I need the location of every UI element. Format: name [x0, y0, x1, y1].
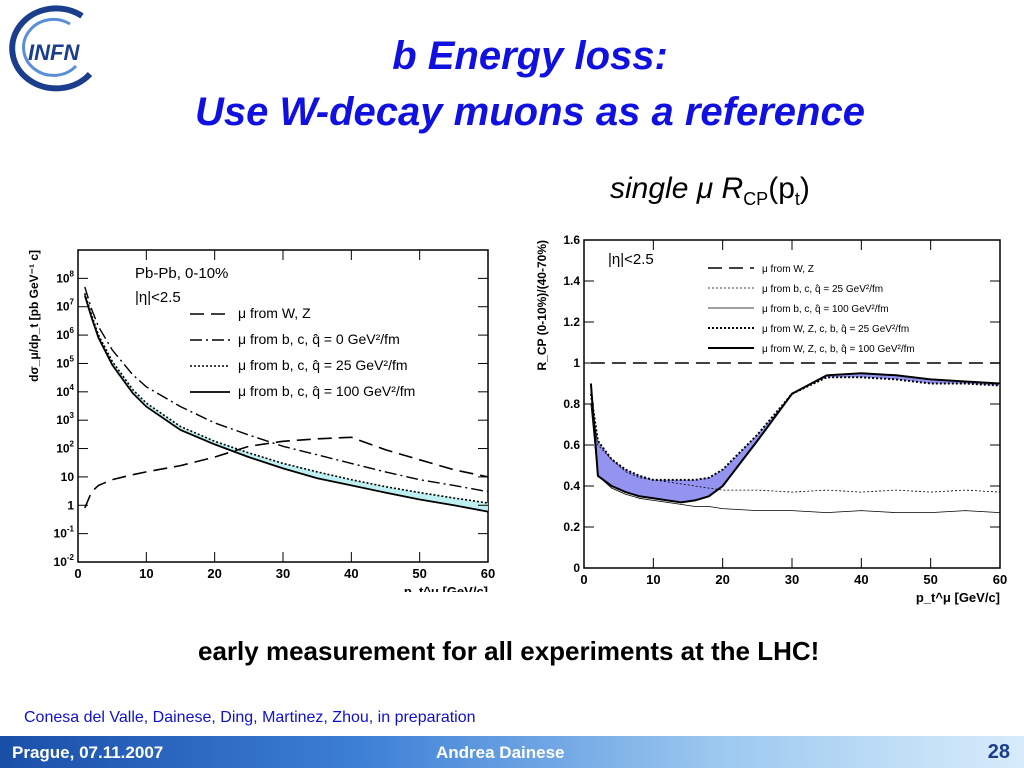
- subtitle-arg-sub: t: [794, 189, 800, 209]
- spectrum-chart: 0 10 20 30 40 50 60 10-2 10-1 1 10 102 103 104 105 106 1…: [27, 249, 495, 592]
- y-tick-label: 1.6: [563, 233, 580, 247]
- y-tick-label: 10-2: [54, 553, 75, 569]
- plot-annotation: |η|<2.5: [608, 251, 654, 268]
- series-line: [589, 372, 1001, 504]
- footer-author: Andrea Dainese: [436, 743, 565, 762]
- series-line: [84, 286, 489, 493]
- legend-entry: μ from b, c, q̂ = 100 GeV²/fm: [762, 303, 889, 315]
- x-tick-label: 10: [139, 566, 153, 581]
- x-axis-label: p_t^μ [GeV/c]: [916, 590, 1000, 605]
- plot-frame: [583, 239, 1001, 569]
- x-tick-label: 10: [646, 572, 660, 587]
- y-tick-label: 1.2: [563, 315, 580, 329]
- series-line: [84, 436, 489, 509]
- legend-entry: μ from W, Z, c, b, q̂ = 100 GeV²/fm: [762, 343, 915, 355]
- legend-entry: μ from b, c, q̂ = 25 GeV²/fm: [238, 357, 408, 373]
- x-tick-label: 40: [854, 572, 868, 587]
- y-tick-label: 0.6: [563, 438, 580, 452]
- legend-entry: μ from W, Z: [238, 305, 311, 321]
- series-line: [83, 295, 489, 513]
- x-tick-label: 0: [580, 572, 587, 587]
- y-tick-label: 103: [56, 411, 74, 427]
- rcp-chart: 0 10 20 30 40 50 60 0 0.2 0.4 0.6 0.8 1 1.2 1.4 1.6 μ fr…: [535, 233, 1007, 605]
- credit-text: Conesa del Valle, Dainese, Ding, Martine…: [24, 709, 476, 726]
- footer-location-date: Prague, 07.11.2007: [12, 743, 164, 762]
- x-tick-label: 30: [785, 572, 799, 587]
- slide-title-line2: Use W-decay muons as a reference: [195, 90, 865, 134]
- x-tick-label: 20: [715, 572, 729, 587]
- plot-annotation: Pb-Pb, 0-10%: [135, 265, 228, 282]
- y-tick-label: 1: [67, 498, 74, 512]
- legend-entry: μ from W, Z, c, b, q̂ = 25 GeV²/fm: [762, 323, 909, 335]
- subtitle-r: R: [721, 172, 744, 205]
- x-tick-label: 60: [481, 566, 495, 581]
- right-plot-subtitle: single μ RCP(pt): [610, 172, 810, 210]
- subtitle-sub: CP: [743, 189, 769, 209]
- x-tick-label: 40: [344, 566, 358, 581]
- y-tick-label: 106: [56, 326, 74, 342]
- x-tick-label: 60: [993, 572, 1007, 587]
- y-tick-label: 108: [56, 269, 74, 285]
- y-tick-label: 104: [56, 383, 74, 399]
- y-tick-label: 105: [56, 354, 74, 370]
- uncertainty-band: [84, 293, 489, 512]
- subtitle-arg-close: ): [799, 172, 810, 205]
- series-line: [590, 403, 1001, 514]
- infn-logo: INFN: [9, 5, 93, 92]
- footer-bar: Prague, 07.11.2007 Andrea Dainese 28: [0, 736, 1024, 768]
- logo-text: INFN: [28, 40, 80, 65]
- legend-entry: μ from W, Z: [762, 264, 814, 275]
- x-axis-label: p_t^μ [GeV/c]: [404, 584, 488, 592]
- conclusion-text: early measurement for all experiments at…: [198, 636, 820, 666]
- y-tick-label: 107: [56, 298, 74, 314]
- y-tick-label: 1.4: [563, 274, 580, 288]
- x-tick-label: 50: [923, 572, 937, 587]
- uncertainty-band: [590, 373, 1000, 503]
- y-tick-label: 0.8: [563, 397, 580, 411]
- legend-entry: μ from b, c, q̂ = 25 GeV²/fm: [762, 283, 883, 295]
- series-line: [589, 376, 1001, 481]
- subtitle-arg-open: (p: [768, 172, 795, 205]
- y-axis-label: R_CP (0-10%)/(40-70%): [535, 240, 549, 371]
- y-tick-label: 1: [573, 356, 580, 370]
- subtitle-mu: μ: [696, 172, 714, 205]
- y-tick-label: 10: [61, 470, 75, 484]
- legend-entry: μ from b, c, q̂ = 100 GeV²/fm: [238, 383, 415, 399]
- y-tick-label: 10-1: [54, 525, 75, 541]
- x-tick-label: 20: [207, 566, 221, 581]
- y-tick-label: 0.4: [563, 479, 580, 493]
- subtitle-prefix: single: [610, 172, 689, 205]
- y-tick-label: 0: [573, 561, 580, 575]
- series-line: [84, 292, 489, 504]
- y-axis-label: dσ_μ/dp_t [pb GeV⁻¹ c]: [27, 250, 41, 382]
- y-tick-label: 0.2: [563, 520, 580, 534]
- y-tick-label: 102: [56, 440, 74, 456]
- page-number: 28: [987, 741, 1010, 763]
- series-line: [590, 403, 1001, 493]
- slide-title-line1: b Energy loss:: [392, 34, 668, 78]
- plot-annotation: |η|<2.5: [135, 289, 181, 306]
- x-tick-label: 0: [74, 566, 81, 581]
- x-tick-label: 30: [276, 566, 290, 581]
- legend-entry: μ from b, c, q̂ = 0 GeV²/fm: [238, 331, 400, 347]
- x-tick-label: 50: [412, 566, 426, 581]
